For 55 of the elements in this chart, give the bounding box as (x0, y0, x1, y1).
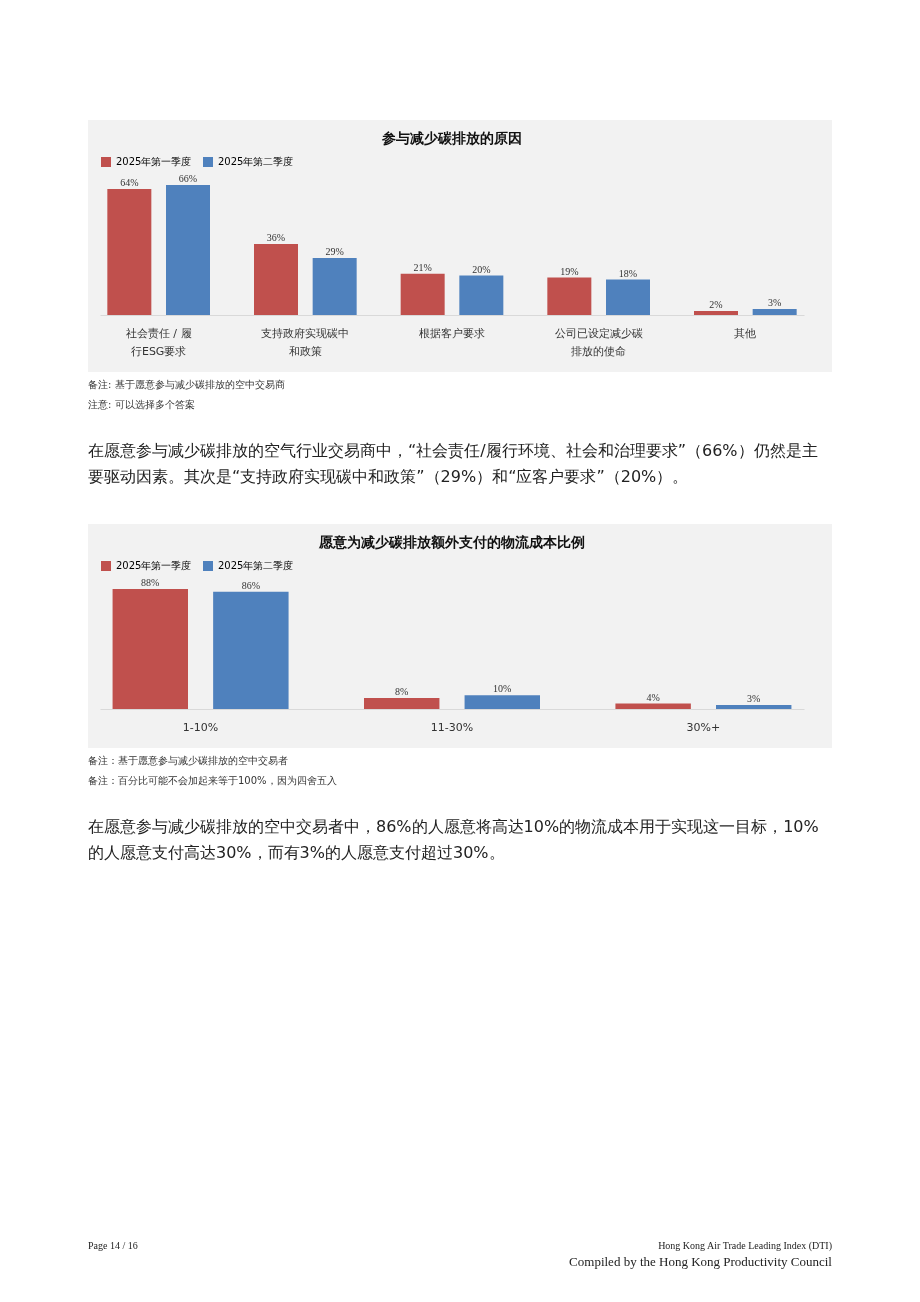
data-label: 10% (493, 683, 512, 695)
data-label: 21% (413, 261, 432, 273)
data-label: 19% (560, 265, 579, 277)
data-label: 3% (747, 692, 761, 704)
bar (364, 698, 440, 709)
data-label: 18% (618, 267, 638, 279)
bar (213, 591, 289, 709)
text: Page 14 / 16 (88, 1240, 138, 1251)
x-tick-label: 公司已设定减少碳排放的使命 (554, 326, 643, 358)
bar (254, 244, 298, 315)
x-tick-label: 社会责任 / 履行ESG要求 (125, 326, 192, 358)
data-label: 66% (178, 173, 198, 184)
x-tick-label: 11-30% (430, 720, 474, 734)
text: Hong Kong Air Trade Leading Index (DTI) (658, 1240, 832, 1251)
legend-label: 2025年第一季度 (116, 560, 192, 571)
x-tick-label: 根据客户要求 (419, 326, 485, 340)
legend-label: 2025年第二季度 (218, 560, 294, 571)
data-label: 4% (646, 691, 660, 703)
bar (606, 279, 650, 315)
text: 注意: 可以选择多个答案 (88, 398, 196, 412)
data-label: 2% (709, 299, 723, 311)
legend-label: 2025年第一季度 (116, 156, 192, 167)
bar (112, 589, 188, 709)
bar (312, 257, 357, 315)
bar (107, 188, 152, 315)
data-label: 88% (141, 577, 160, 588)
bar (459, 275, 504, 315)
text: 备注：基于愿意参与减少碳排放的空中交易者 (88, 754, 289, 768)
x-tick-label: 支持政府实现碳中和政策 (261, 326, 350, 358)
data-label: 8% (395, 686, 409, 698)
data-label: 64% (120, 176, 139, 188)
bar (547, 277, 592, 315)
bar (716, 704, 792, 709)
x-tick-label: 1-10% (182, 720, 219, 734)
data-label: 29% (325, 245, 344, 257)
text: 在愿意参与减少碳排放的空气行业交易商中，“社会责任/履行环境、社会和治理要求”（66%）仍然是主要驱动因素。其次是“支持政府实现碳中和政策”（29%）和“应客户要求”（20%）。 (88, 440, 819, 488)
data-label: 86% (241, 579, 261, 591)
chart-title: 参与减少碳排放的原因 (381, 130, 522, 146)
bar (615, 703, 691, 709)
x-tick-label: 其他 (734, 326, 757, 340)
text: 在愿意参与减少碳排放的空中交易者中，86%的人愿意将高达10%的物流成本用于实现这一目标，10%的人愿意支付高达30%，而有3%的人愿意支付超过30%。 (88, 816, 820, 864)
bar (400, 273, 445, 315)
bar (752, 309, 797, 315)
text: 备注：百分比可能不会加起来等于100%，因为四舍五入 (88, 774, 338, 788)
bar (166, 185, 210, 315)
text: 备注: 基于愿意参与减少碳排放的空中交易商 (88, 378, 286, 392)
bar (694, 311, 738, 315)
text: Compiled by the Hong Kong Productivity Council (569, 1254, 832, 1270)
bar (464, 695, 540, 709)
chart-title: 愿意为减少碳排放额外支付的物流成本比例 (318, 534, 585, 550)
data-label: 3% (767, 297, 782, 309)
x-tick-label: 30%+ (686, 720, 721, 734)
legend-label: 2025年第二季度 (218, 156, 294, 167)
data-label: 36% (266, 232, 286, 244)
data-label: 20% (472, 263, 491, 275)
